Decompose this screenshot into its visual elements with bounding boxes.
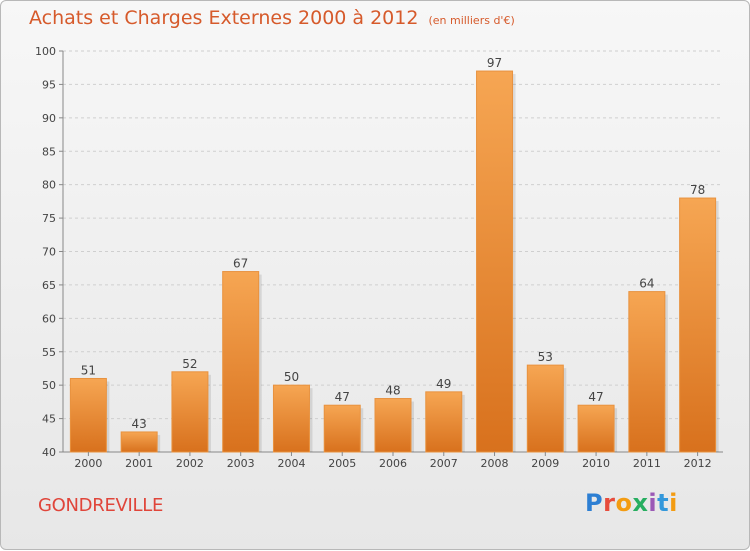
bar-value-label: 47 <box>335 390 350 404</box>
bar <box>628 291 666 453</box>
bar <box>679 197 717 453</box>
bar <box>323 404 361 453</box>
bar <box>272 384 310 453</box>
y-tick-label: 45 <box>42 413 56 426</box>
y-tick-label: 60 <box>42 312 56 325</box>
y-tick-label: 95 <box>42 78 56 91</box>
y-tick-label: 40 <box>42 446 56 459</box>
x-tick-label: 2004 <box>277 457 305 470</box>
y-tick-label: 90 <box>42 112 56 125</box>
y-tick-label: 70 <box>42 246 56 259</box>
y-tick-label: 100 <box>35 45 56 58</box>
bar <box>120 431 158 453</box>
x-tick-label: 2002 <box>176 457 204 470</box>
bar-value-label: 43 <box>132 417 147 431</box>
bar-value-label: 67 <box>233 257 248 271</box>
bar <box>476 70 514 453</box>
bar <box>577 404 615 453</box>
y-tick-label: 75 <box>42 212 56 225</box>
x-tick-label: 2007 <box>430 457 458 470</box>
x-tick-label: 2001 <box>125 457 153 470</box>
bar-value-label: 52 <box>182 357 197 371</box>
chart-subtitle: (en milliers d'€) <box>428 14 515 27</box>
x-tick-label: 2008 <box>481 457 509 470</box>
bar <box>374 398 412 453</box>
bar-value-label: 64 <box>639 277 654 291</box>
y-tick-label: 80 <box>42 179 56 192</box>
bar-value-label: 53 <box>538 350 553 364</box>
y-tick-label: 50 <box>42 379 56 392</box>
x-tick-label: 2011 <box>633 457 661 470</box>
bar-value-label: 48 <box>385 384 400 398</box>
x-tick-label: 2010 <box>582 457 610 470</box>
x-tick-label: 2000 <box>74 457 102 470</box>
commune-name: GONDREVILLE <box>38 495 164 516</box>
y-tick-label: 85 <box>42 145 56 158</box>
bar-value-label: 49 <box>436 377 451 391</box>
bar-value-label: 78 <box>690 183 705 197</box>
x-tick-label: 2006 <box>379 457 407 470</box>
bar-value-label: 47 <box>588 390 603 404</box>
bar-value-label: 51 <box>81 363 96 377</box>
bar-value-label: 97 <box>487 56 502 70</box>
bar <box>69 377 107 453</box>
bar <box>526 364 564 453</box>
x-tick-label: 2009 <box>531 457 559 470</box>
bar-value-label: 50 <box>284 370 299 384</box>
x-tick-label: 2012 <box>684 457 712 470</box>
bar <box>222 271 260 453</box>
y-tick-label: 55 <box>42 346 56 359</box>
x-tick-label: 2003 <box>227 457 255 470</box>
bar <box>171 371 209 453</box>
proxiti-logo: Proxiti <box>585 489 678 517</box>
chart-title-text: Achats et Charges Externes 2000 à 2012 <box>29 7 419 29</box>
bar <box>425 391 463 453</box>
x-tick-label: 2005 <box>328 457 356 470</box>
chart-title: Achats et Charges Externes 2000 à 2012 (e… <box>29 7 515 29</box>
y-tick-label: 65 <box>42 279 56 292</box>
